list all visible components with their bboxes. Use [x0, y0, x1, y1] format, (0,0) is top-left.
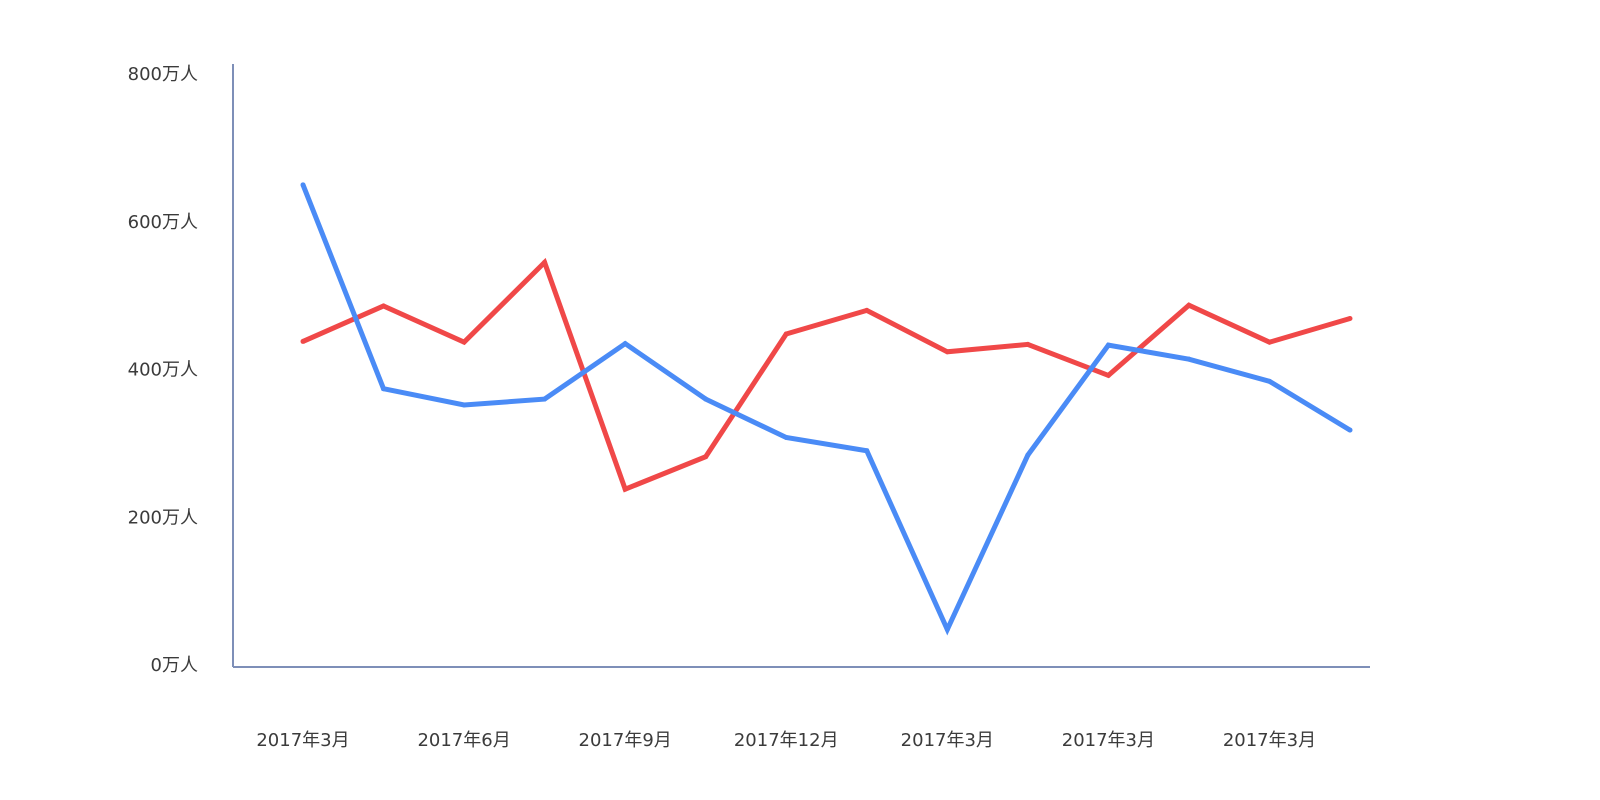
- data-point: [783, 434, 789, 440]
- series-group: [300, 182, 1353, 636]
- data-point: [300, 182, 306, 188]
- data-point: [1347, 427, 1353, 433]
- data-point: [622, 486, 628, 492]
- data-point: [944, 349, 950, 355]
- data-point: [622, 341, 628, 347]
- y-tick-label: 0万人: [151, 655, 198, 676]
- axes: [232, 64, 1370, 668]
- data-point: [1266, 339, 1272, 345]
- data-point: [864, 448, 870, 454]
- y-tick-label: 400万人: [128, 360, 198, 381]
- data-point: [1105, 372, 1111, 378]
- data-point: [381, 386, 387, 392]
- data-point: [703, 396, 709, 402]
- y-tick-label: 800万人: [128, 64, 198, 85]
- y-tick-label: 200万人: [128, 507, 198, 528]
- data-point: [381, 303, 387, 309]
- series-line-1: [301, 257, 1351, 493]
- data-point: [783, 331, 789, 337]
- data-point: [1266, 378, 1272, 384]
- x-tick-label: 2017年12月: [734, 730, 839, 751]
- x-tick-label: 2017年3月: [901, 730, 994, 751]
- y-tick-label: 600万人: [128, 212, 198, 233]
- x-tick-label: 2017年6月: [417, 730, 510, 751]
- data-point: [300, 338, 306, 344]
- data-point: [1025, 341, 1031, 347]
- data-point: [1186, 302, 1192, 308]
- data-point: [542, 259, 548, 265]
- x-tick-label: 2017年3月: [1062, 730, 1155, 751]
- data-point: [542, 396, 548, 402]
- x-tick-label: 2017年3月: [1223, 730, 1316, 751]
- y-axis-ticks: 0万人 200万人 400万人 600万人 800万人: [128, 64, 198, 676]
- x-axis-ticks: 2017年3月 2017年6月 2017年9月 2017年12月 2017年3月 2017…: [256, 730, 1316, 751]
- data-point: [1186, 356, 1192, 362]
- x-tick-label: 2017年3月: [256, 730, 349, 751]
- data-point: [1105, 342, 1111, 348]
- data-point: [944, 627, 950, 633]
- data-point: [703, 454, 709, 460]
- data-point: [1025, 452, 1031, 458]
- data-point: [461, 339, 467, 345]
- x-tick-label: 2017年9月: [579, 730, 672, 751]
- data-point: [1347, 316, 1353, 322]
- data-point: [864, 307, 870, 313]
- data-point: [461, 402, 467, 408]
- series-line-2: [300, 183, 1352, 636]
